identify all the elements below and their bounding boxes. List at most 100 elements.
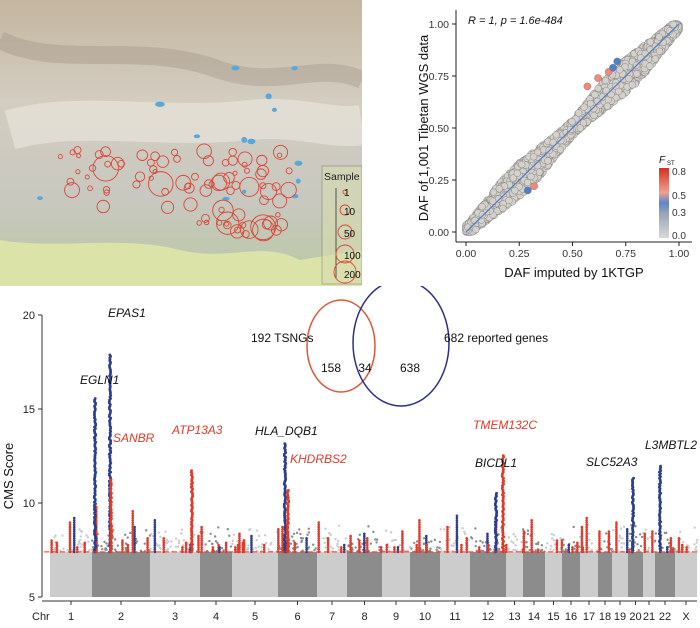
- significant-snp: [234, 548, 237, 551]
- y-tick-label: 20: [23, 310, 35, 322]
- significant-snp: [446, 546, 449, 549]
- snp-point: [621, 537, 624, 540]
- data-point: [646, 46, 654, 54]
- snp-point: [448, 550, 451, 554]
- significant-snp: [339, 546, 343, 549]
- chr-band-22: [655, 551, 675, 597]
- significant-snp: [415, 546, 418, 549]
- significant-snp: [580, 537, 584, 540]
- chr-band-1: [50, 551, 92, 597]
- snp-point: [646, 537, 649, 540]
- significant-snp: [615, 534, 618, 538]
- significant-snp: [317, 523, 321, 527]
- significant-snp: [181, 546, 184, 549]
- significant-snp: [72, 525, 76, 529]
- significant-snp: [131, 521, 135, 524]
- snp-point: [222, 549, 225, 552]
- significant-snp: [643, 537, 647, 540]
- sample-site: [66, 177, 75, 186]
- snp-point: [79, 538, 82, 542]
- significant-snp: [72, 534, 76, 538]
- significant-snp: [504, 548, 508, 551]
- significant-snp: [83, 548, 87, 551]
- snp-point: [144, 529, 148, 532]
- significant-snp: [197, 537, 200, 540]
- significant-snp: [200, 550, 203, 554]
- snp-point: [80, 530, 84, 533]
- significant-snp: [200, 541, 203, 545]
- data-point: [603, 102, 612, 110]
- significant-snp: [455, 528, 459, 531]
- chr-band-10: [410, 551, 440, 597]
- data-point: [666, 27, 674, 35]
- x-axis-label: DAF imputed by 1KTGP: [504, 265, 643, 280]
- significant-snp: [504, 550, 508, 554]
- significant-snp: [665, 546, 669, 549]
- significant-snp: [522, 532, 526, 536]
- significant-snp: [455, 521, 459, 524]
- significant-snp: [72, 546, 76, 549]
- significant-snp: [560, 541, 564, 545]
- significant-snp: [305, 550, 308, 554]
- chr-label-2: 2: [118, 611, 124, 623]
- snp-point: [512, 548, 515, 552]
- sample-site: [152, 169, 158, 174]
- snp-point: [256, 550, 260, 553]
- snp-point: [483, 544, 486, 548]
- significant-snp: [455, 534, 459, 538]
- data-point: [655, 47, 664, 55]
- snp-point: [534, 549, 537, 552]
- significant-snp: [530, 523, 533, 527]
- lake: [231, 65, 240, 71]
- significant-snp: [455, 530, 459, 533]
- venn-left-label: 192 TSNGs: [251, 331, 313, 345]
- significant-snp: [651, 548, 654, 551]
- sample-site: [199, 184, 213, 197]
- significant-snp: [530, 539, 533, 542]
- significant-snp: [522, 541, 526, 545]
- snp-point: [436, 546, 439, 549]
- chr-band-9: [382, 551, 410, 597]
- significant-snp: [677, 541, 681, 545]
- significant-snp: [677, 539, 681, 542]
- significant-snp: [317, 539, 321, 542]
- snp-point: [306, 533, 309, 537]
- significant-snp: [625, 543, 629, 547]
- significant-snp: [339, 548, 343, 551]
- chr-band-13: [506, 551, 523, 597]
- snp-point: [231, 542, 234, 545]
- significant-snp: [121, 543, 124, 547]
- significant-snp: [146, 539, 149, 542]
- snp-point: [654, 532, 657, 535]
- y-tick-label: 15: [23, 404, 35, 416]
- snp-point: [337, 524, 341, 527]
- snp-point: [463, 532, 467, 536]
- snp-point: [452, 542, 456, 545]
- snp-point: [246, 546, 250, 550]
- snp-point: [520, 540, 523, 544]
- significant-snp: [522, 546, 526, 549]
- snp-point: [474, 544, 477, 548]
- snp-point: [103, 540, 106, 544]
- significant-snp: [615, 541, 618, 545]
- snp-point: [101, 547, 104, 551]
- significant-snp: [238, 534, 241, 538]
- sample-site: [241, 161, 248, 168]
- significant-snp: [418, 518, 421, 522]
- snp-point: [307, 546, 311, 549]
- snp-point: [331, 547, 334, 550]
- snp-point: [512, 541, 515, 544]
- snp-point: [572, 541, 576, 544]
- significant-snp: [153, 550, 157, 554]
- significant-snp: [401, 530, 404, 533]
- significant-snp: [349, 543, 352, 547]
- snp-point: [481, 541, 484, 544]
- significant-snp: [131, 528, 135, 531]
- significant-snp: [153, 546, 157, 549]
- significant-snp: [446, 532, 449, 536]
- significant-snp: [486, 539, 489, 542]
- significant-snp: [68, 548, 72, 551]
- significant-snp: [250, 548, 253, 551]
- gene-label-BICDL1: BICDL1: [475, 456, 517, 470]
- snp-point: [604, 532, 608, 535]
